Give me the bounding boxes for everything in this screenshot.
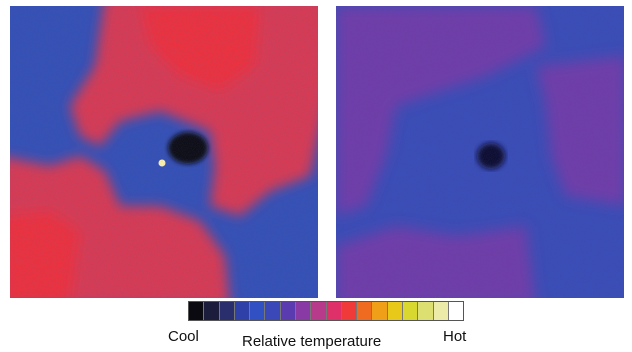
scale-swatch <box>204 302 220 320</box>
scale-title: Relative temperature <box>242 333 382 350</box>
scale-swatch <box>341 302 358 320</box>
scale-swatch <box>372 302 388 320</box>
scale-swatch <box>265 302 281 320</box>
scale-swatch <box>448 302 464 320</box>
scale-swatch <box>234 302 251 320</box>
scale-swatch <box>418 302 434 320</box>
scale-swatch <box>326 302 342 320</box>
thermal-image-right <box>336 6 624 298</box>
color-scale-bar <box>188 301 464 321</box>
scale-swatch <box>280 302 296 320</box>
scale-low-label: Cool <box>168 328 199 345</box>
scale-swatch <box>295 302 312 320</box>
scale-swatch <box>433 302 449 320</box>
scale-swatch <box>357 302 373 320</box>
scale-swatch <box>387 302 403 320</box>
thermal-image-left <box>10 6 318 298</box>
scale-high-label: Hot <box>443 328 467 345</box>
scale-swatch <box>250 302 266 320</box>
scale-swatch <box>311 302 327 320</box>
scale-swatch <box>402 302 419 320</box>
scale-swatch <box>189 302 205 320</box>
scale-swatch <box>219 302 235 320</box>
